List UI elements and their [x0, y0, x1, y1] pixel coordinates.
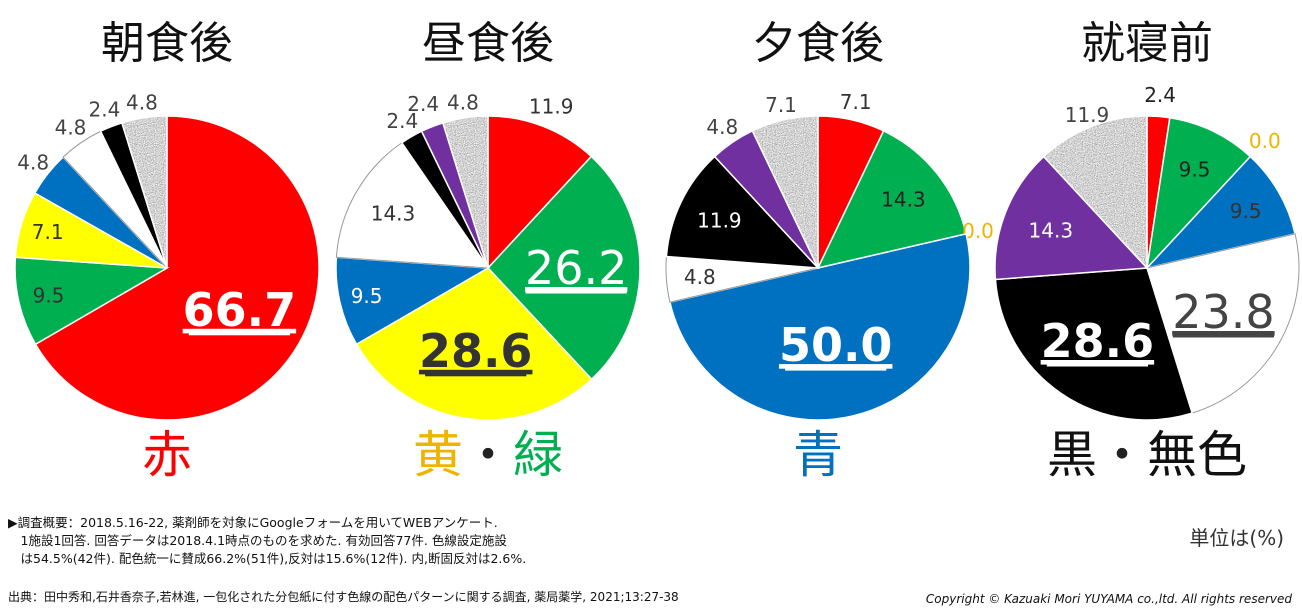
color-name-part: 緑	[513, 426, 563, 484]
slice-label-underline	[785, 367, 887, 371]
color-name: 黄・緑	[413, 426, 563, 484]
source-citation: 出典：田中秀和,石井香奈子,若林進, 一包化された分包紙に付す色線の配色パターン…	[8, 590, 679, 604]
slice-label: 4.8	[17, 151, 49, 175]
pie-slice	[665, 155, 820, 269]
slice-label-underline	[1172, 334, 1274, 338]
pie-slice	[668, 233, 971, 421]
slice-label: 14.3	[1029, 218, 1074, 242]
color-name-part: ・	[463, 426, 513, 484]
slice-label: 23.8	[1172, 285, 1274, 339]
pie-slice	[751, 115, 819, 269]
slice-label: 11.9	[697, 209, 742, 233]
pie-chart: 昼食後 11.9 26.2 28.6 9.5 14.3 2.42.4 4.8 黄・緑	[335, 18, 641, 484]
pie-slice	[994, 155, 1149, 281]
slice-label: 66.7	[183, 283, 297, 337]
slice-label: 28.6	[1041, 314, 1155, 368]
slice-label-underline	[425, 372, 527, 377]
color-name-part: 青	[793, 426, 843, 484]
chart-title: 就寝前	[1081, 18, 1213, 69]
slice-label: 9.5	[33, 283, 65, 307]
color-name-part: 赤	[142, 426, 192, 484]
slice-label-underline	[525, 290, 627, 294]
slice-label: 50.0	[779, 318, 893, 372]
chart-title: 昼食後	[422, 18, 554, 69]
pie-slice	[34, 115, 320, 421]
pie-slice	[1146, 233, 1300, 414]
pie-slice	[1145, 116, 1252, 271]
survey-line: は54.5%(42件). 配色統一に賛成66.2%(51件),反対は15.6%(…	[8, 551, 527, 566]
color-name-part: 黒	[1047, 426, 1097, 484]
color-name-part: ・	[1097, 426, 1147, 484]
pie-slice	[14, 256, 170, 346]
slice-label: 4.8	[55, 116, 87, 140]
slice-label: 9.5	[1230, 199, 1262, 223]
slice-label: 4.8	[684, 265, 716, 289]
slice-label: 28.6	[419, 324, 533, 378]
slice-label: 14.3	[371, 202, 416, 226]
color-name: 赤	[142, 426, 192, 484]
color-name-part: 黄	[413, 426, 463, 484]
pie-slice	[1144, 155, 1297, 270]
slice-label: 2.4	[1144, 83, 1176, 107]
slice-label: 4.8	[706, 115, 738, 139]
color-name: 青	[793, 426, 843, 484]
slice-label: 9.5	[1179, 157, 1211, 181]
slice-label: 11.9	[1065, 103, 1110, 127]
slice-label: 2.4	[386, 109, 418, 133]
slice-label: 11.9	[529, 95, 574, 119]
pie-slice	[816, 129, 968, 270]
unit-note: 単位は(%)	[1189, 526, 1284, 550]
slice-label: 2.4	[407, 92, 439, 116]
slice-label: 4.8	[126, 91, 158, 115]
pie-slice	[994, 267, 1194, 421]
color-name: 黒・無色	[1047, 426, 1247, 484]
color-name-part: 無色	[1147, 426, 1247, 484]
slice-label: 0.0	[1249, 129, 1281, 153]
pie-slice	[487, 115, 593, 270]
pie-slice	[120, 115, 168, 269]
slice-label: 14.3	[881, 188, 926, 212]
copyright-notice: Copyright © Kazuaki Mori YUYAMA co.,ltd.…	[925, 592, 1292, 606]
slice-label-underline	[188, 331, 290, 336]
pie-slice	[1042, 115, 1148, 270]
survey-line: 1施設1回答. 回答データは2018.4.1時点のものを求めた. 有効回答77件…	[8, 533, 507, 548]
pie-slice	[486, 155, 641, 381]
slice-label: 9.5	[351, 284, 383, 308]
chart-title: 朝食後	[101, 18, 233, 69]
chart-title: 夕食後	[752, 18, 884, 69]
slice-label: 26.2	[525, 241, 627, 295]
pie-chart: 就寝前 2.4 9.5 0.0 9.5 23.8 28.6 14.3 11.9 黒・無色	[994, 18, 1300, 484]
slice-label: 7.1	[765, 93, 797, 117]
pie-slice	[441, 115, 489, 269]
slice-label-underline	[1046, 363, 1148, 367]
pie-slice	[335, 142, 490, 269]
survey-line: ▶調査概要：2018.5.16-22, 薬剤師を対象にGoogleフォームを用い…	[8, 515, 498, 530]
slice-label: 4.8	[447, 91, 479, 115]
pie-slice	[335, 256, 491, 346]
survey-summary: ▶調査概要：2018.5.16-22, 薬剤師を対象にGoogleフォームを用い…	[8, 514, 526, 568]
slice-label: 7.1	[840, 90, 872, 114]
slice-label: 7.1	[32, 220, 64, 244]
slice-label: 2.4	[88, 98, 120, 122]
pie-slice	[355, 267, 593, 421]
